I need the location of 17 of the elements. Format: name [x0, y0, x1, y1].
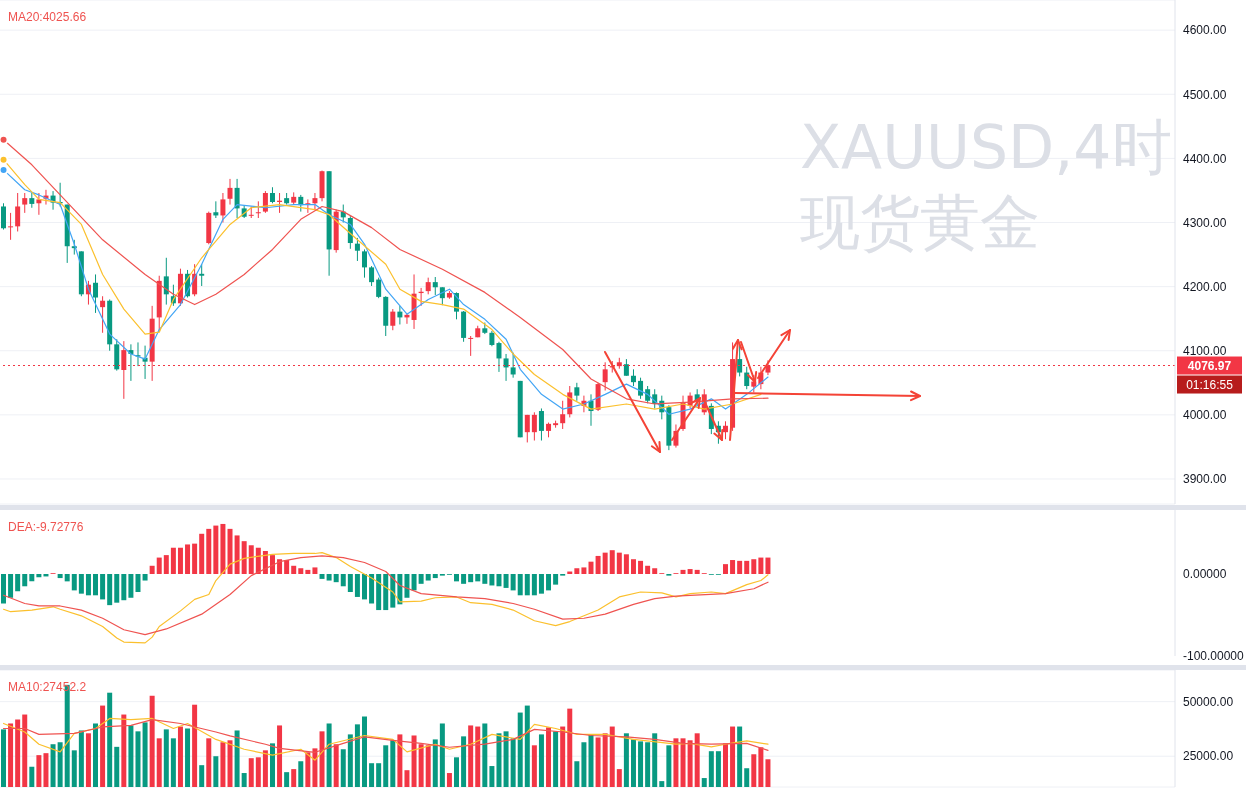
y-tick-label: -100.00000 — [1183, 649, 1245, 664]
y-tick-label: 4600.00 — [1183, 23, 1227, 38]
text: 01:16:55 — [1186, 377, 1234, 392]
y-tick-label: 50000.00 — [1183, 694, 1234, 709]
ref-line-label: 4076.97 — [1187, 358, 1232, 373]
text: MA10:27452.2 — [8, 680, 87, 694]
y-tick-label: 3900.00 — [1183, 472, 1227, 487]
y-tick-label: 25000.00 — [1183, 749, 1234, 764]
y-tick-label: 4000.00 — [1183, 408, 1227, 423]
y-tick-label: 4300.00 — [1183, 215, 1227, 230]
y-tick-label: 4400.00 — [1183, 151, 1227, 166]
y-tick-label: 4200.00 — [1183, 279, 1227, 294]
y-tick-label: 4100.00 — [1183, 344, 1227, 359]
y-tick-label: 0.00000 — [1183, 567, 1227, 582]
text: MA20:4025.66 — [8, 10, 87, 24]
text: DEA:-9.72776 — [8, 520, 84, 534]
y-tick-label: 4500.00 — [1183, 87, 1227, 102]
